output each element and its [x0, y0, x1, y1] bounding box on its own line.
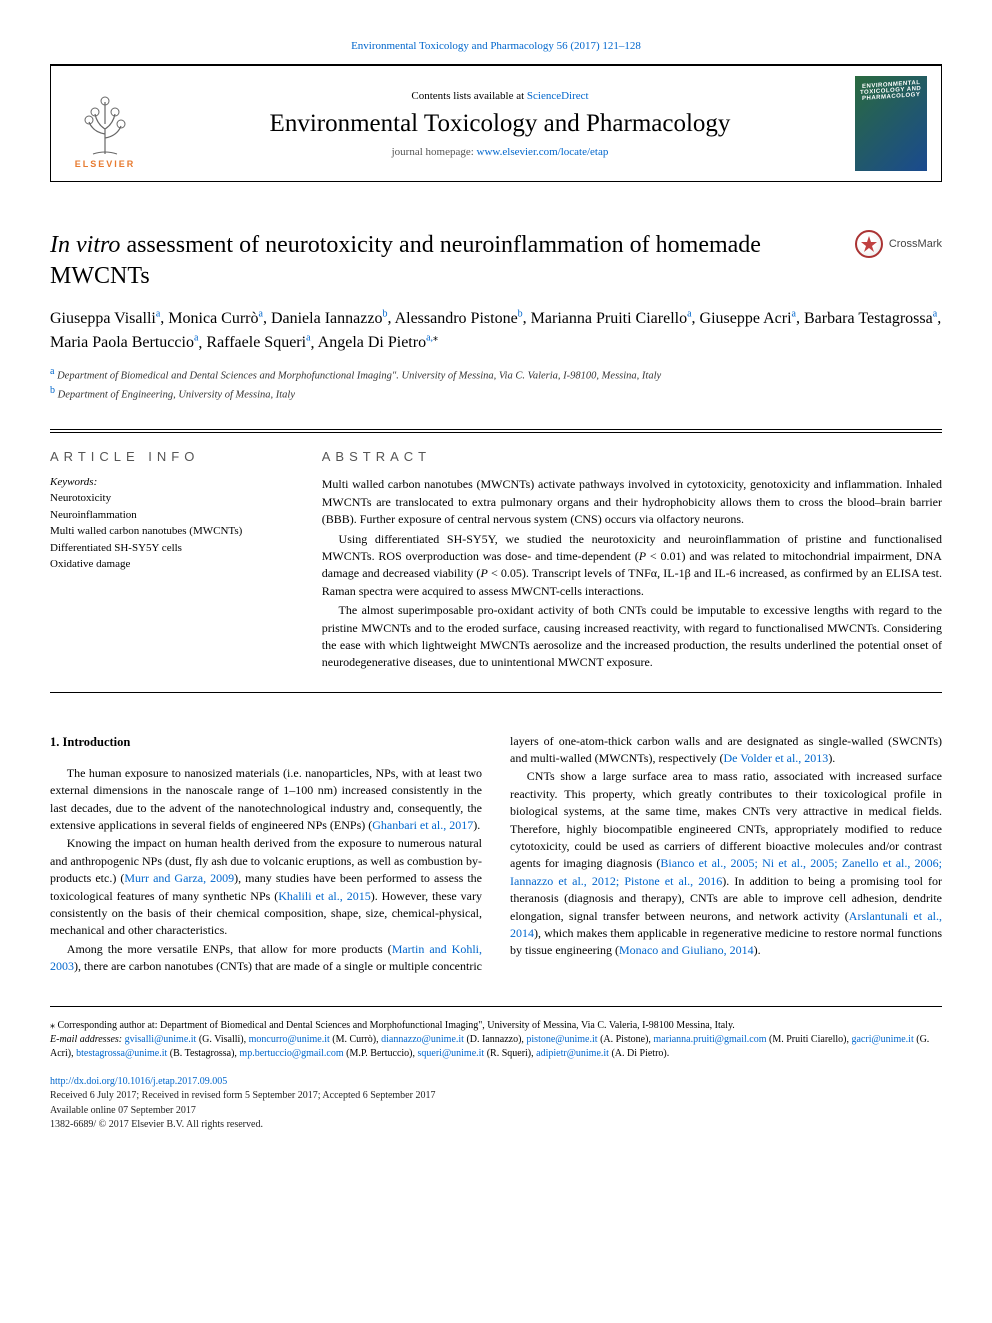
copyright-line: 1382-6689/ © 2017 Elsevier B.V. All righ… — [50, 1118, 942, 1133]
author: Barbara Testagrossaa — [804, 310, 937, 327]
email-link[interactable]: gvisalli@unime.it — [125, 1034, 197, 1045]
citation-link[interactable]: Monaco and Giuliano, 2014 — [619, 943, 754, 957]
article-title: In vitro assessment of neurotoxicity and… — [50, 230, 855, 292]
top-citation-link[interactable]: Environmental Toxicology and Pharmacolog… — [351, 40, 641, 52]
author: Maria Paola Bertuccioa — [50, 334, 198, 351]
footer: ⁎ Corresponding author at: Department of… — [50, 1006, 942, 1133]
body-columns: 1. Introduction The human exposure to na… — [50, 733, 942, 976]
keyword: Oxidative damage — [50, 556, 282, 573]
email-link[interactable]: pistone@unime.it — [526, 1034, 597, 1045]
keyword: Neuroinflammation — [50, 507, 282, 524]
header-center: Contents lists available at ScienceDirec… — [159, 90, 841, 158]
author: Alessandro Pistoneb — [395, 310, 523, 327]
doi-link[interactable]: http://dx.doi.org/10.1016/j.etap.2017.09… — [50, 1076, 227, 1087]
corresponding-marker: ⁎ — [433, 333, 438, 344]
footer-meta: http://dx.doi.org/10.1016/j.etap.2017.09… — [50, 1075, 942, 1133]
homepage-link[interactable]: www.elsevier.com/locate/etap — [477, 146, 609, 158]
email-link[interactable]: gacri@unime.it — [851, 1034, 913, 1045]
journal-cover-thumbnail: ENVIRONMENTAL TOXICOLOGY AND PHARMACOLOG… — [855, 76, 927, 171]
email-link[interactable]: squeri@unime.it — [418, 1048, 485, 1059]
affiliation-a: Department of Biomedical and Dental Scie… — [57, 371, 661, 382]
author: Marianna Pruiti Ciarelloa — [531, 310, 692, 327]
info-abstract-row: ARTICLE INFO Keywords: Neurotoxicity Neu… — [50, 429, 942, 692]
affiliation-b: Department of Engineering, University of… — [58, 390, 295, 401]
title-italic: In vitro — [50, 232, 120, 258]
available-online: Available online 07 September 2017 — [50, 1104, 942, 1119]
crossmark-badge[interactable]: CrossMark — [855, 230, 942, 258]
author: Giuseppe Acria — [700, 310, 796, 327]
corresponding-author: ⁎ Corresponding author at: Department of… — [50, 1019, 942, 1033]
top-citation: Environmental Toxicology and Pharmacolog… — [50, 40, 942, 52]
abstract-para: Multi walled carbon nanotubes (MWCNTs) a… — [322, 476, 942, 528]
elsevier-logo: ELSEVIER — [65, 79, 145, 169]
elsevier-label: ELSEVIER — [75, 159, 136, 169]
affiliations: a Department of Biomedical and Dental Sc… — [50, 365, 942, 403]
abstract-heading: ABSTRACT — [322, 449, 942, 464]
email-link[interactable]: adipietr@unime.it — [536, 1048, 609, 1059]
authors-list: Giuseppa Visallia, Monica Curròa, Daniel… — [50, 306, 942, 355]
crossmark-icon — [855, 230, 883, 258]
journal-name: Environmental Toxicology and Pharmacolog… — [159, 110, 841, 138]
page: Environmental Toxicology and Pharmacolog… — [0, 0, 992, 1173]
body-para: Knowing the impact on human health deriv… — [50, 835, 482, 939]
email-link[interactable]: diannazzo@unime.it — [381, 1034, 464, 1045]
citation-link[interactable]: Ghanbari et al., 2017 — [372, 818, 473, 832]
citation-link[interactable]: Murr and Garza, 2009 — [124, 871, 234, 885]
abstract-column: ABSTRACT Multi walled carbon nanotubes (… — [300, 432, 942, 691]
elsevier-tree-icon — [75, 94, 135, 159]
abstract-para: The almost superimposable pro-oxidant ac… — [322, 602, 942, 672]
keyword: Multi walled carbon nanotubes (MWCNTs) — [50, 523, 282, 540]
citation-link[interactable]: Khalili et al., 2015 — [278, 889, 370, 903]
body-para: The human exposure to nanosized material… — [50, 765, 482, 835]
keywords-label: Keywords: — [50, 476, 282, 488]
contents-line: Contents lists available at ScienceDirec… — [159, 90, 841, 102]
homepage-line: journal homepage: www.elsevier.com/locat… — [159, 146, 841, 158]
keyword: Differentiated SH-SY5Y cells — [50, 540, 282, 557]
sciencedirect-link[interactable]: ScienceDirect — [527, 90, 589, 102]
email-link[interactable]: btestagrossa@unime.it — [76, 1048, 167, 1059]
author: Raffaele Squeria — [206, 334, 310, 351]
email-link[interactable]: marianna.pruiti@gmail.com — [653, 1034, 766, 1045]
citation-link[interactable]: De Volder et al., 2013 — [723, 751, 828, 765]
keyword: Neurotoxicity — [50, 490, 282, 507]
body-para: CNTs show a large surface area to mass r… — [510, 768, 942, 959]
author: Daniela Iannazzob — [271, 310, 387, 327]
abstract-para: Using differentiated SH-SY5Y, we studied… — [322, 531, 942, 601]
intro-heading: 1. Introduction — [50, 733, 482, 751]
author: Angela Di Pietroa,⁎ — [318, 334, 438, 351]
email-link[interactable]: moncurro@unime.it — [249, 1034, 330, 1045]
journal-header: ELSEVIER Contents lists available at Sci… — [50, 64, 942, 182]
title-rest: assessment of neurotoxicity and neuroinf… — [50, 232, 761, 289]
article-info-column: ARTICLE INFO Keywords: Neurotoxicity Neu… — [50, 432, 300, 691]
email-addresses: E-mail addresses: gvisalli@unime.it (G. … — [50, 1033, 942, 1061]
email-link[interactable]: mp.bertuccio@gmail.com — [239, 1048, 343, 1059]
article-info-heading: ARTICLE INFO — [50, 449, 282, 464]
crossmark-label: CrossMark — [889, 238, 942, 250]
author: Monica Curròa — [168, 310, 263, 327]
author: Giuseppa Visallia — [50, 310, 160, 327]
title-row: In vitro assessment of neurotoxicity and… — [50, 230, 942, 292]
article-history: Received 6 July 2017; Received in revise… — [50, 1089, 942, 1104]
